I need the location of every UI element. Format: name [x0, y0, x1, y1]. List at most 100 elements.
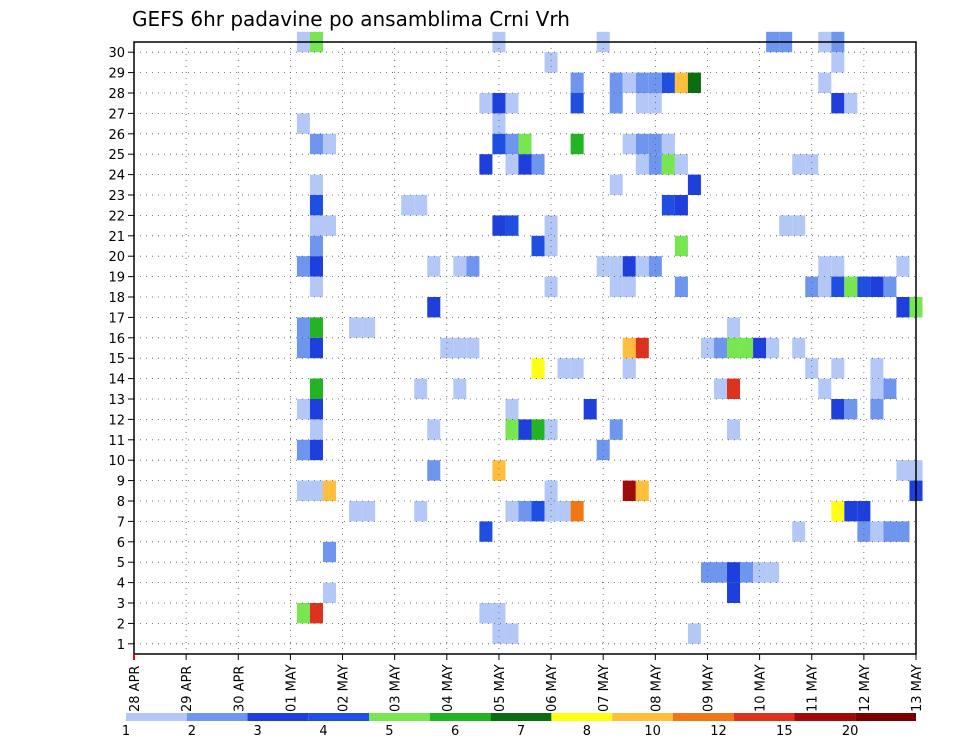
heatmap-cell	[518, 419, 532, 440]
heatmap-cell	[309, 276, 323, 297]
y-tick-label: 28	[108, 87, 125, 102]
heatmap-cell	[531, 235, 545, 257]
y-tick-label: 25	[108, 148, 125, 163]
plot-frame	[133, 41, 917, 655]
heatmap-cell	[805, 154, 819, 175]
heatmap-cell	[635, 480, 649, 501]
heatmap-cell	[674, 72, 688, 93]
heatmap-cell	[505, 501, 519, 522]
y-tick-label: 11	[108, 434, 125, 449]
heatmap-cell	[674, 276, 688, 297]
heatmap-cell	[609, 174, 623, 195]
heatmap-cell	[309, 378, 323, 399]
y-tick-label: 10	[108, 454, 125, 469]
legend-swatch	[855, 713, 916, 721]
heatmap-cell	[505, 419, 519, 440]
y-axis: 1234567891011121314151617181920212223242…	[108, 46, 134, 653]
heatmap-cell	[661, 133, 675, 155]
heatmap-cell	[727, 378, 741, 399]
heatmap-cell	[505, 154, 519, 175]
heatmap-cell	[857, 521, 871, 542]
heatmap-cell	[727, 582, 741, 603]
heatmap-cell	[492, 460, 506, 481]
heatmap-cell	[544, 419, 558, 440]
heatmap-cell	[596, 256, 610, 277]
y-tick-label: 19	[108, 271, 125, 286]
y-tick-label: 2	[117, 617, 125, 632]
heatmap-cell	[727, 337, 741, 359]
heatmap-cell	[544, 480, 558, 501]
x-tick-label: 09 MAY	[701, 664, 716, 712]
heatmap-cell	[570, 133, 584, 155]
heatmap-cell	[622, 337, 636, 359]
heatmap-cell	[727, 562, 741, 583]
heatmap-cell	[896, 521, 910, 542]
heatmap-cell	[492, 603, 506, 624]
legend-swatch	[247, 713, 309, 721]
x-tick-label: 08 MAY	[649, 664, 664, 712]
heatmap-cell	[648, 72, 662, 93]
heatmap-cell	[309, 337, 323, 359]
heatmap-cell	[870, 378, 884, 399]
legend-swatch	[126, 713, 187, 721]
legend-label: 15	[776, 724, 793, 739]
heatmap-cell	[492, 623, 506, 644]
heatmap-cell	[635, 72, 649, 93]
legend-swatch	[672, 713, 734, 721]
legend-label: 6	[451, 724, 459, 739]
y-tick-label: 14	[108, 373, 125, 388]
heatmap-cell	[453, 256, 467, 277]
heatmap-cell	[349, 501, 363, 522]
y-tick-label: 1	[117, 638, 125, 653]
heatmap-cell	[844, 399, 858, 420]
heatmap-cell	[296, 256, 310, 277]
heatmap-cell	[870, 276, 884, 297]
y-tick-label: 23	[108, 189, 125, 204]
heatmap-cell	[531, 154, 545, 175]
heatmap-cell	[635, 133, 649, 155]
heatmap-cell	[831, 399, 845, 420]
heatmap-cell	[505, 623, 519, 644]
heatmap-cell	[609, 72, 623, 93]
heatmap-cell	[609, 419, 623, 440]
heatmap-cell	[883, 378, 897, 399]
heatmap-cell	[362, 501, 376, 522]
heatmap-cell	[414, 195, 428, 216]
heatmap-cells	[296, 31, 923, 644]
heatmap-cell	[818, 276, 832, 297]
heatmap-cell	[309, 439, 323, 461]
heatmap-cell	[857, 276, 871, 297]
heatmap-cell	[309, 195, 323, 216]
y-tick-label: 24	[108, 169, 125, 184]
x-tick-label: 02 MAY	[337, 664, 352, 712]
heatmap-cell	[505, 93, 519, 114]
heatmap-cell	[544, 501, 558, 522]
heatmap-cell	[635, 337, 649, 359]
x-tick-label: 28 APR	[128, 666, 143, 712]
heatmap-cell	[583, 399, 597, 420]
heatmap-cell	[661, 72, 675, 93]
heatmap-cell	[492, 93, 506, 114]
heatmap-cell	[844, 93, 858, 114]
heatmap-cell	[322, 541, 337, 563]
heatmap-cell	[870, 358, 884, 379]
heatmap-cell	[779, 215, 793, 236]
heatmap-cell	[531, 419, 545, 440]
legend-swatch	[186, 713, 248, 721]
heatmap-cell	[805, 276, 819, 297]
heatmap-cell	[296, 603, 310, 624]
heatmap-cell	[687, 623, 701, 644]
legend-label: 3	[254, 724, 262, 739]
heatmap-cell	[609, 256, 623, 277]
y-tick-label: 20	[108, 250, 125, 265]
heatmap-cell	[427, 419, 441, 440]
x-tick-label: 04 MAY	[441, 664, 456, 712]
heatmap-cell	[896, 256, 910, 277]
heatmap-cell	[648, 93, 662, 114]
heatmap-cell	[609, 93, 623, 114]
legend-swatch	[733, 713, 795, 721]
heatmap-cell	[322, 133, 337, 155]
heatmap-cell	[322, 582, 337, 603]
heatmap-cell	[831, 276, 845, 297]
legend-swatch	[308, 713, 370, 721]
